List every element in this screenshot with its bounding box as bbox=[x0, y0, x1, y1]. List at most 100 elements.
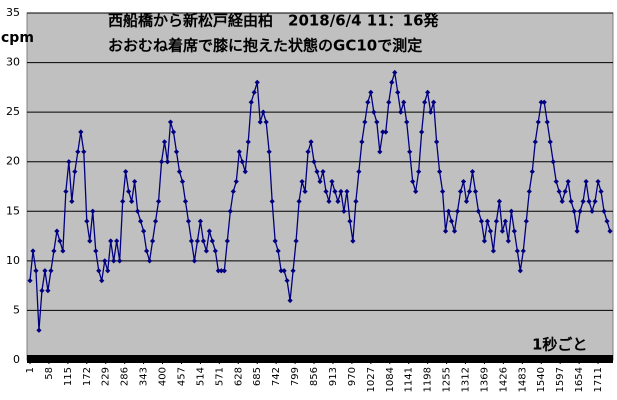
data-point bbox=[176, 169, 183, 175]
data-point bbox=[383, 129, 389, 135]
data-point bbox=[410, 178, 416, 185]
data-point bbox=[149, 238, 156, 244]
x-tick-label: 1597 bbox=[555, 367, 566, 392]
data-point bbox=[601, 208, 607, 214]
data-point bbox=[308, 139, 314, 145]
data-point bbox=[526, 188, 532, 195]
data-point bbox=[242, 169, 248, 175]
data-point bbox=[54, 228, 60, 234]
data-point bbox=[305, 149, 311, 155]
annotation: 1秒ごと bbox=[532, 336, 587, 354]
x-tick-label: 1084 bbox=[385, 367, 396, 392]
data-point bbox=[260, 109, 266, 115]
data-point bbox=[245, 139, 251, 145]
data-point bbox=[326, 198, 332, 204]
data-point bbox=[553, 178, 559, 185]
data-point bbox=[359, 139, 365, 145]
x-tick-label: 1711 bbox=[593, 367, 604, 392]
data-point bbox=[42, 268, 48, 274]
data-point bbox=[580, 198, 586, 204]
data-point bbox=[520, 248, 526, 254]
data-point bbox=[469, 169, 476, 175]
data-point bbox=[60, 248, 66, 254]
data-point bbox=[75, 149, 81, 155]
data-point bbox=[589, 208, 595, 214]
data-point bbox=[230, 188, 236, 195]
x-tick-label: 1141 bbox=[404, 367, 415, 392]
x-tick-label: 1540 bbox=[536, 367, 547, 392]
data-point bbox=[251, 89, 257, 95]
x-tick-label: 742 bbox=[271, 367, 282, 386]
y-tick-label: 0 bbox=[13, 353, 20, 366]
x-tick-label: 913 bbox=[328, 367, 339, 386]
data-point bbox=[436, 169, 443, 175]
data-point bbox=[350, 238, 356, 244]
data-point bbox=[284, 278, 290, 284]
data-point bbox=[272, 238, 278, 244]
data-point bbox=[155, 198, 162, 204]
data-point bbox=[311, 159, 317, 165]
data-point bbox=[404, 119, 410, 125]
data-point bbox=[535, 119, 541, 125]
data-point bbox=[425, 89, 431, 95]
x-tick-label: 400 bbox=[158, 367, 169, 386]
x-tick-label: 1654 bbox=[574, 367, 585, 392]
data-point bbox=[508, 208, 514, 214]
x-tick-label: 571 bbox=[214, 367, 225, 386]
data-point bbox=[126, 188, 132, 195]
data-point bbox=[565, 178, 571, 185]
data-point bbox=[517, 268, 523, 274]
data-point bbox=[287, 297, 293, 304]
data-point bbox=[185, 218, 192, 224]
x-tick-label: 172 bbox=[82, 367, 93, 386]
data-point bbox=[57, 238, 63, 244]
x-tick-label: 856 bbox=[309, 367, 320, 386]
marks bbox=[27, 69, 613, 333]
data-point bbox=[221, 268, 227, 274]
chart-subtitle: おおむね着席で膝に抱えた状態のGC10で測定 bbox=[108, 37, 422, 55]
data-point bbox=[416, 169, 422, 175]
data-point bbox=[266, 149, 272, 155]
data-point bbox=[281, 268, 287, 274]
data-point bbox=[78, 129, 84, 135]
data-point bbox=[466, 188, 473, 195]
data-point bbox=[374, 119, 380, 125]
data-point bbox=[344, 188, 350, 195]
data-point bbox=[236, 149, 242, 155]
data-point bbox=[33, 268, 39, 274]
data-point bbox=[84, 218, 90, 224]
data-point bbox=[487, 228, 494, 234]
data-point bbox=[353, 198, 359, 204]
x-tick-label: 799 bbox=[290, 367, 301, 386]
data-point bbox=[577, 208, 583, 214]
data-point bbox=[132, 178, 138, 185]
data-point bbox=[574, 228, 580, 234]
plot-area bbox=[26, 12, 614, 361]
data-point bbox=[445, 208, 452, 214]
data-point bbox=[320, 169, 326, 175]
data-point bbox=[36, 327, 42, 333]
data-point bbox=[389, 79, 395, 85]
data-point bbox=[152, 218, 159, 224]
x-tick-label: 1198 bbox=[423, 367, 434, 392]
data-point bbox=[511, 228, 517, 234]
data-point bbox=[556, 188, 562, 195]
data-point bbox=[407, 149, 413, 155]
data-point bbox=[457, 188, 464, 195]
x-tick-label: 628 bbox=[233, 367, 244, 386]
data-point bbox=[478, 218, 485, 224]
data-point bbox=[505, 238, 511, 244]
data-point bbox=[111, 258, 117, 264]
data-point bbox=[275, 248, 281, 254]
x-tick-label: 286 bbox=[120, 367, 131, 386]
x-tick-label: 457 bbox=[176, 367, 187, 386]
data-point bbox=[102, 258, 108, 264]
data-point bbox=[173, 149, 180, 155]
data-point bbox=[377, 149, 383, 155]
data-point bbox=[299, 178, 305, 185]
data-point bbox=[439, 188, 446, 195]
x-tick-label: 1369 bbox=[479, 367, 490, 392]
data-point bbox=[481, 238, 488, 244]
data-point bbox=[164, 159, 171, 165]
data-point bbox=[493, 218, 499, 224]
